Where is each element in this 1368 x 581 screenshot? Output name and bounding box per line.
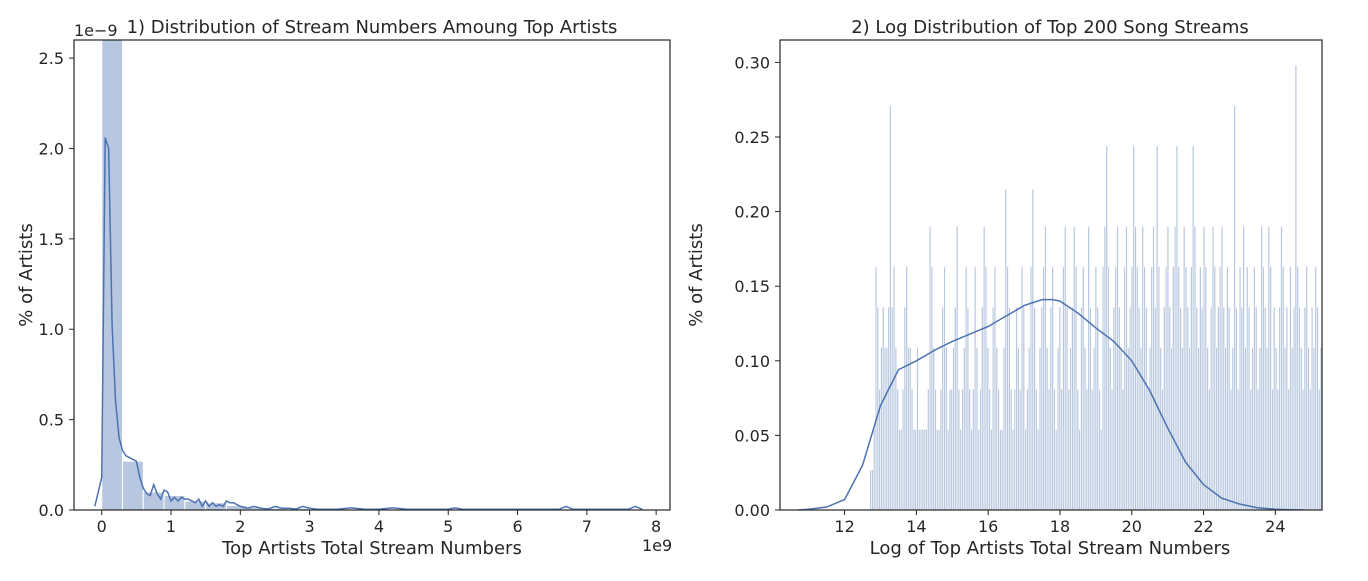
histogram-bar xyxy=(1345,307,1347,510)
y-tick-label: 2.5 xyxy=(39,49,64,68)
histogram-bar xyxy=(1338,389,1340,510)
chart-2: 2) Log Distribution of Top 200 Song Stre… xyxy=(686,17,1368,559)
chart-1-histogram-bars xyxy=(102,36,643,510)
x-tick-label: 24 xyxy=(1265,517,1285,536)
x-tick-label: 18 xyxy=(1050,517,1070,536)
chart-2-histogram-bars xyxy=(870,65,1368,510)
chart-1-y-ticks: 0.0 0.5 1.0 1.5 2.0 2.5 xyxy=(39,49,74,520)
x-tick-label: 0 xyxy=(97,517,107,536)
histogram-bar xyxy=(1363,429,1365,510)
x-tick-label: 3 xyxy=(305,517,315,536)
histogram-bar xyxy=(143,492,164,510)
chart-1-ylabel: % of Artists xyxy=(16,223,37,326)
x-tick-label: 12 xyxy=(834,517,854,536)
kde-line xyxy=(95,138,642,510)
chart-1-kde xyxy=(95,138,642,510)
histogram-bar xyxy=(1336,307,1338,510)
x-tick-label: 16 xyxy=(978,517,998,536)
histogram-bar xyxy=(1358,347,1360,510)
x-tick-label: 6 xyxy=(512,517,522,536)
chart-1: 1) Distribution of Stream Numbers Amoung… xyxy=(16,17,672,559)
x-tick-label: 14 xyxy=(906,517,926,536)
chart-2-xlabel: Log of Top Artists Total Stream Numbers xyxy=(870,538,1231,559)
chart-2-y-ticks: 0.00 0.05 0.10 0.15 0.20 0.25 0.30 xyxy=(734,53,780,520)
histogram-bar xyxy=(1353,389,1355,510)
y-tick-label: 0.5 xyxy=(39,411,64,430)
histogram-bar xyxy=(1340,347,1342,510)
histogram-bar xyxy=(1349,429,1351,510)
histogram-bar xyxy=(1354,429,1356,510)
y-tick-label: 0.20 xyxy=(734,203,770,222)
histogram-bar xyxy=(1329,307,1331,510)
y-tick-label: 1.5 xyxy=(39,230,64,249)
chart-1-x-ticks: 0 1 2 3 4 5 6 7 8 xyxy=(97,510,662,536)
y-tick-label: 0.0 xyxy=(39,501,64,520)
y-tick-label: 0.30 xyxy=(734,53,770,72)
chart-2-title: 2) Log Distribution of Top 200 Song Stre… xyxy=(851,17,1249,38)
y-tick-label: 2.0 xyxy=(39,139,64,158)
x-tick-label: 5 xyxy=(443,517,453,536)
y-tick-label: 0.00 xyxy=(734,501,770,520)
histogram-bar xyxy=(1327,347,1329,510)
y-tick-label: 0.05 xyxy=(734,426,770,445)
y-tick-label: 0.25 xyxy=(734,128,770,147)
chart-1-xlabel: Top Artists Total Stream Numbers xyxy=(221,538,522,559)
x-tick-label: 4 xyxy=(374,517,384,536)
histogram-bar xyxy=(1335,347,1337,510)
x-tick-label: 7 xyxy=(582,517,592,536)
y-tick-label: 0.15 xyxy=(734,277,770,296)
x-tick-label: 20 xyxy=(1122,517,1142,536)
chart-2-ylabel: % of Artists xyxy=(686,223,707,326)
histogram-bar xyxy=(1356,389,1358,510)
histogram-bar xyxy=(1331,389,1333,510)
chart-1-title: 1) Distribution of Stream Numbers Amoung… xyxy=(127,17,618,38)
chart-1-frame xyxy=(74,40,670,510)
x-tick-label: 8 xyxy=(651,517,661,536)
histogram-bar xyxy=(1365,389,1367,510)
chart-1-x-offset-text: 1e9 xyxy=(642,536,672,555)
x-tick-label: 22 xyxy=(1193,517,1213,536)
x-tick-label: 1 xyxy=(166,517,176,536)
histogram-bar xyxy=(1360,429,1362,510)
histogram-bar xyxy=(1351,347,1353,510)
histogram-bar xyxy=(1344,389,1346,510)
histogram-bar xyxy=(1324,267,1326,510)
histogram-bar xyxy=(1326,389,1328,510)
histogram-bar xyxy=(1333,429,1335,510)
chart-1-y-offset-text: 1e−9 xyxy=(74,21,118,40)
y-tick-label: 0.10 xyxy=(734,352,770,371)
histogram-bar xyxy=(1342,429,1344,510)
histogram-bar xyxy=(1362,389,1364,510)
histogram-bar xyxy=(1347,389,1349,510)
y-tick-label: 1.0 xyxy=(39,320,64,339)
x-tick-label: 2 xyxy=(235,517,245,536)
chart-2-x-ticks: 12 14 16 18 20 22 24 xyxy=(834,510,1285,536)
histogram-bar xyxy=(123,461,144,510)
